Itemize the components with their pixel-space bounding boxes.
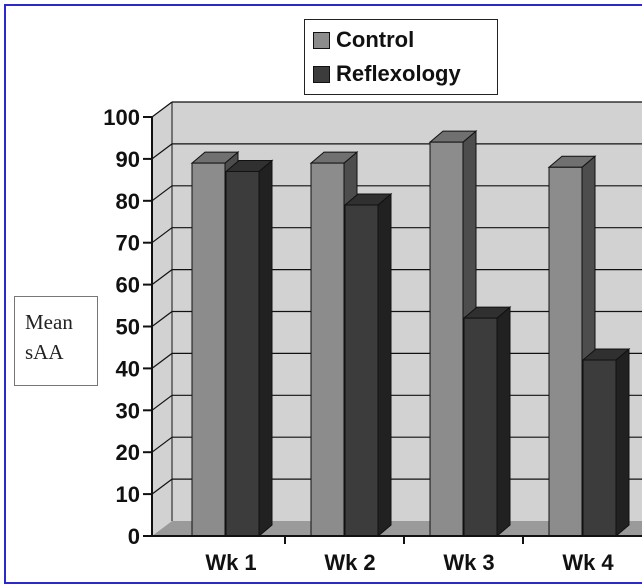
x-tick-label-wk3: Wk 3 <box>443 550 494 575</box>
gridline-diagonal <box>151 394 173 411</box>
gridline-diagonal <box>151 269 173 286</box>
y-tick-label: 80 <box>116 189 140 214</box>
y-tick-label: 0 <box>128 524 140 549</box>
y-tick-label: 30 <box>116 398 140 423</box>
gridline-diagonal <box>151 143 173 160</box>
bar-reflexology-wk4 <box>581 347 631 538</box>
gridline-diagonal <box>151 311 173 327</box>
gridline-diagonal <box>151 352 173 369</box>
legend-swatch-control <box>313 31 330 49</box>
bar-reflexology-wk1 <box>224 159 274 538</box>
y-axis-label-line-1: Mean <box>25 310 73 334</box>
gridline-diagonal <box>151 101 173 118</box>
plot-back-wall <box>152 102 642 536</box>
y-tick-label: 100 <box>103 105 140 130</box>
y-tick-label: 20 <box>116 440 140 465</box>
bar-reflexology-wk2 <box>343 192 393 538</box>
legend-label-control: Control <box>336 27 415 52</box>
gridline-diagonal <box>151 478 173 495</box>
y-tick-label: 10 <box>116 482 140 507</box>
legend-label-reflexology: Reflexology <box>336 61 461 86</box>
y-axis-label-line-2: sAA <box>25 340 64 364</box>
legend: Control Reflexology <box>304 19 498 95</box>
x-tick-label-wk2: Wk 2 <box>324 550 375 575</box>
gridline-diagonal <box>151 227 173 244</box>
plot-floor <box>152 521 642 536</box>
legend-swatch-reflexology <box>313 65 330 83</box>
gridline-diagonal <box>151 436 173 453</box>
y-tick-label: 60 <box>116 273 140 298</box>
legend-item-control: Control <box>313 26 414 54</box>
y-tick-label: 50 <box>116 315 140 340</box>
legend-item-reflexology: Reflexology <box>313 60 461 88</box>
gridline-diagonal <box>151 185 173 202</box>
x-tick-label-wk4: Wk 4 <box>562 550 614 575</box>
bar-reflexology-wk3 <box>462 306 512 538</box>
y-tick-label: 40 <box>116 356 140 381</box>
x-tick-label-wk1: Wk 1 <box>205 550 256 575</box>
y-axis-label: Mean sAA <box>14 296 98 386</box>
y-tick-label: 70 <box>116 231 140 256</box>
y-tick-label: 90 <box>116 147 140 172</box>
